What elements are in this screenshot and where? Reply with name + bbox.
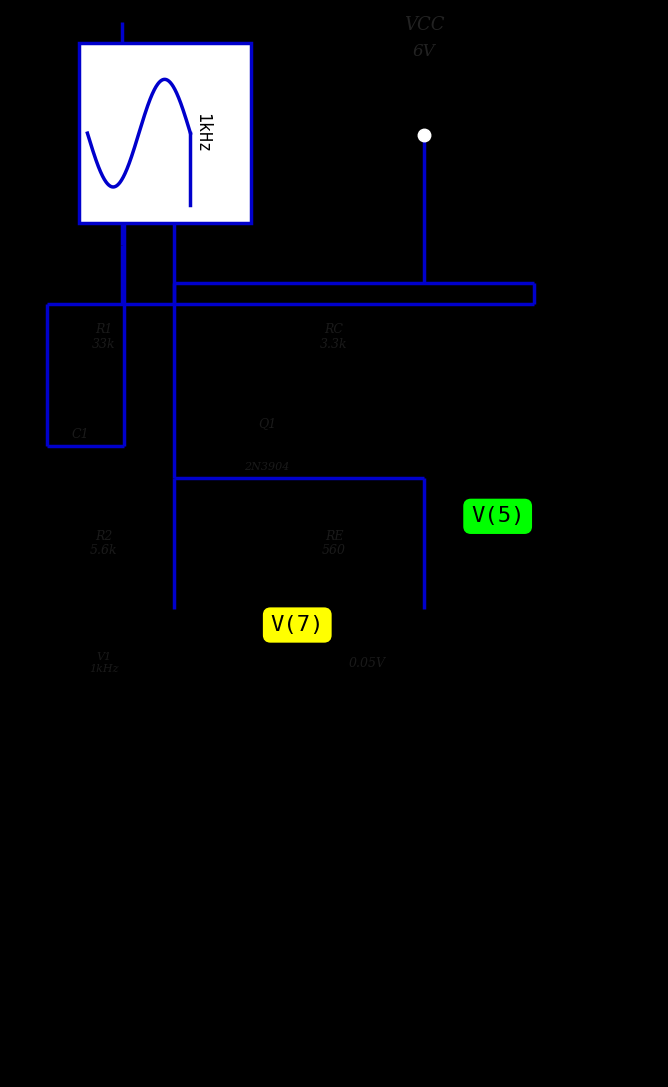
Text: C1: C1: [71, 428, 89, 441]
Text: Q1: Q1: [258, 417, 277, 430]
Text: R1
33k: R1 33k: [92, 323, 116, 351]
Text: RE
560: RE 560: [322, 529, 346, 558]
Text: 0.05V: 0.05V: [349, 657, 386, 670]
Text: VCC: VCC: [404, 16, 444, 35]
Text: V(7): V(7): [271, 615, 324, 635]
Text: V1
1kHz: V1 1kHz: [89, 652, 118, 674]
Text: V(5): V(5): [471, 507, 524, 526]
Text: 6V: 6V: [413, 43, 436, 61]
Text: R2
5.6k: R2 5.6k: [90, 529, 118, 558]
Bar: [79, 43, 250, 223]
Text: 1kHz: 1kHz: [194, 113, 212, 153]
Text: 2N3904: 2N3904: [244, 462, 290, 473]
Text: RC
3.3k: RC 3.3k: [320, 323, 348, 351]
